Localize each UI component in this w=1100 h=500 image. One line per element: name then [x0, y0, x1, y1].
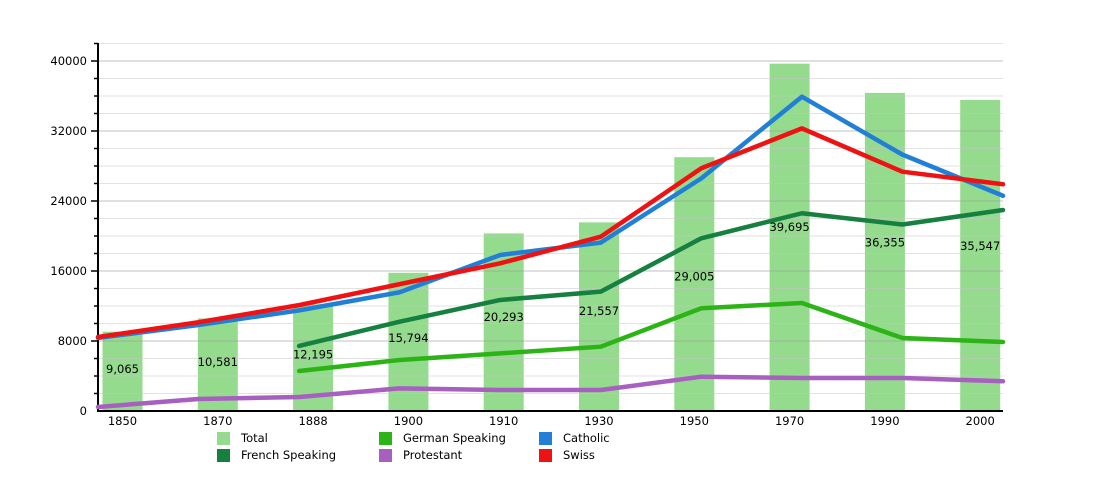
x-axis-label: 1850 — [108, 414, 137, 428]
x-axis-label: 1990 — [870, 414, 899, 428]
bar-value-label: 20,293 — [484, 310, 524, 324]
y-axis-label: 40000 — [50, 54, 87, 68]
protestant-line — [95, 374, 1006, 410]
y-axis-label: 16000 — [50, 264, 87, 278]
x-axis-label: 1900 — [394, 414, 423, 428]
legend-label: Protestant — [403, 448, 463, 462]
legend-swatch-swiss — [539, 448, 552, 462]
bar-value-label: 10,581 — [198, 355, 238, 369]
x-axis-label: 1888 — [298, 414, 327, 428]
bar-value-label: 39,695 — [769, 220, 809, 234]
bar-value-label: 21,557 — [579, 304, 619, 318]
legend-item-total: Total — [217, 431, 268, 445]
legend-label: Swiss — [563, 448, 595, 462]
x-axis-label: 1950 — [680, 414, 709, 428]
legend-swatch-protestant — [379, 448, 392, 462]
legend-swatch-total — [217, 431, 230, 445]
french-speaking-line — [296, 207, 1006, 349]
legend-item-french-speaking: French Speaking — [217, 448, 336, 462]
legend-swatch-french-speaking — [217, 448, 230, 462]
swiss-line — [95, 126, 1006, 340]
x-axis-label: 1910 — [489, 414, 518, 428]
legend-item-swiss: Swiss — [539, 448, 595, 462]
x-axis-label: 1930 — [584, 414, 613, 428]
y-axis-label: 0 — [80, 404, 87, 418]
total-bar — [864, 92, 905, 412]
bar-value-label: 36,355 — [865, 235, 905, 249]
legend-label: Total — [241, 431, 268, 445]
legend-label: Catholic — [563, 431, 610, 445]
total-bar — [674, 157, 715, 411]
bar-value-label: 35,547 — [960, 239, 1000, 253]
bar-value-label: 15,794 — [388, 331, 428, 345]
german-speaking-line — [296, 300, 1006, 374]
legend-swatch-german-speaking — [379, 431, 392, 445]
x-axis-label: 1870 — [203, 414, 232, 428]
y-axis-label: 24000 — [50, 194, 87, 208]
total-bar — [102, 331, 143, 411]
legend-swatch-catholic — [539, 431, 552, 445]
y-axis-label: 32000 — [50, 124, 87, 138]
x-axis-label: 1970 — [775, 414, 804, 428]
legend-item-german-speaking: German Speaking — [379, 431, 506, 445]
bar-value-label: 12,195 — [293, 347, 333, 361]
x-axis-label: 2000 — [966, 414, 995, 428]
bar-value-label: 9,065 — [106, 362, 139, 376]
total-bar — [960, 99, 1001, 412]
legend-label: French Speaking — [241, 448, 337, 462]
legend-item-protestant: Protestant — [379, 448, 462, 462]
y-axis-label: 8000 — [58, 334, 87, 348]
total-bar — [197, 318, 238, 411]
bar-value-label: 29,005 — [674, 269, 714, 283]
legend-label: German Speaking — [403, 431, 506, 445]
total-bar — [769, 63, 810, 411]
legend-item-catholic: Catholic — [539, 431, 610, 445]
